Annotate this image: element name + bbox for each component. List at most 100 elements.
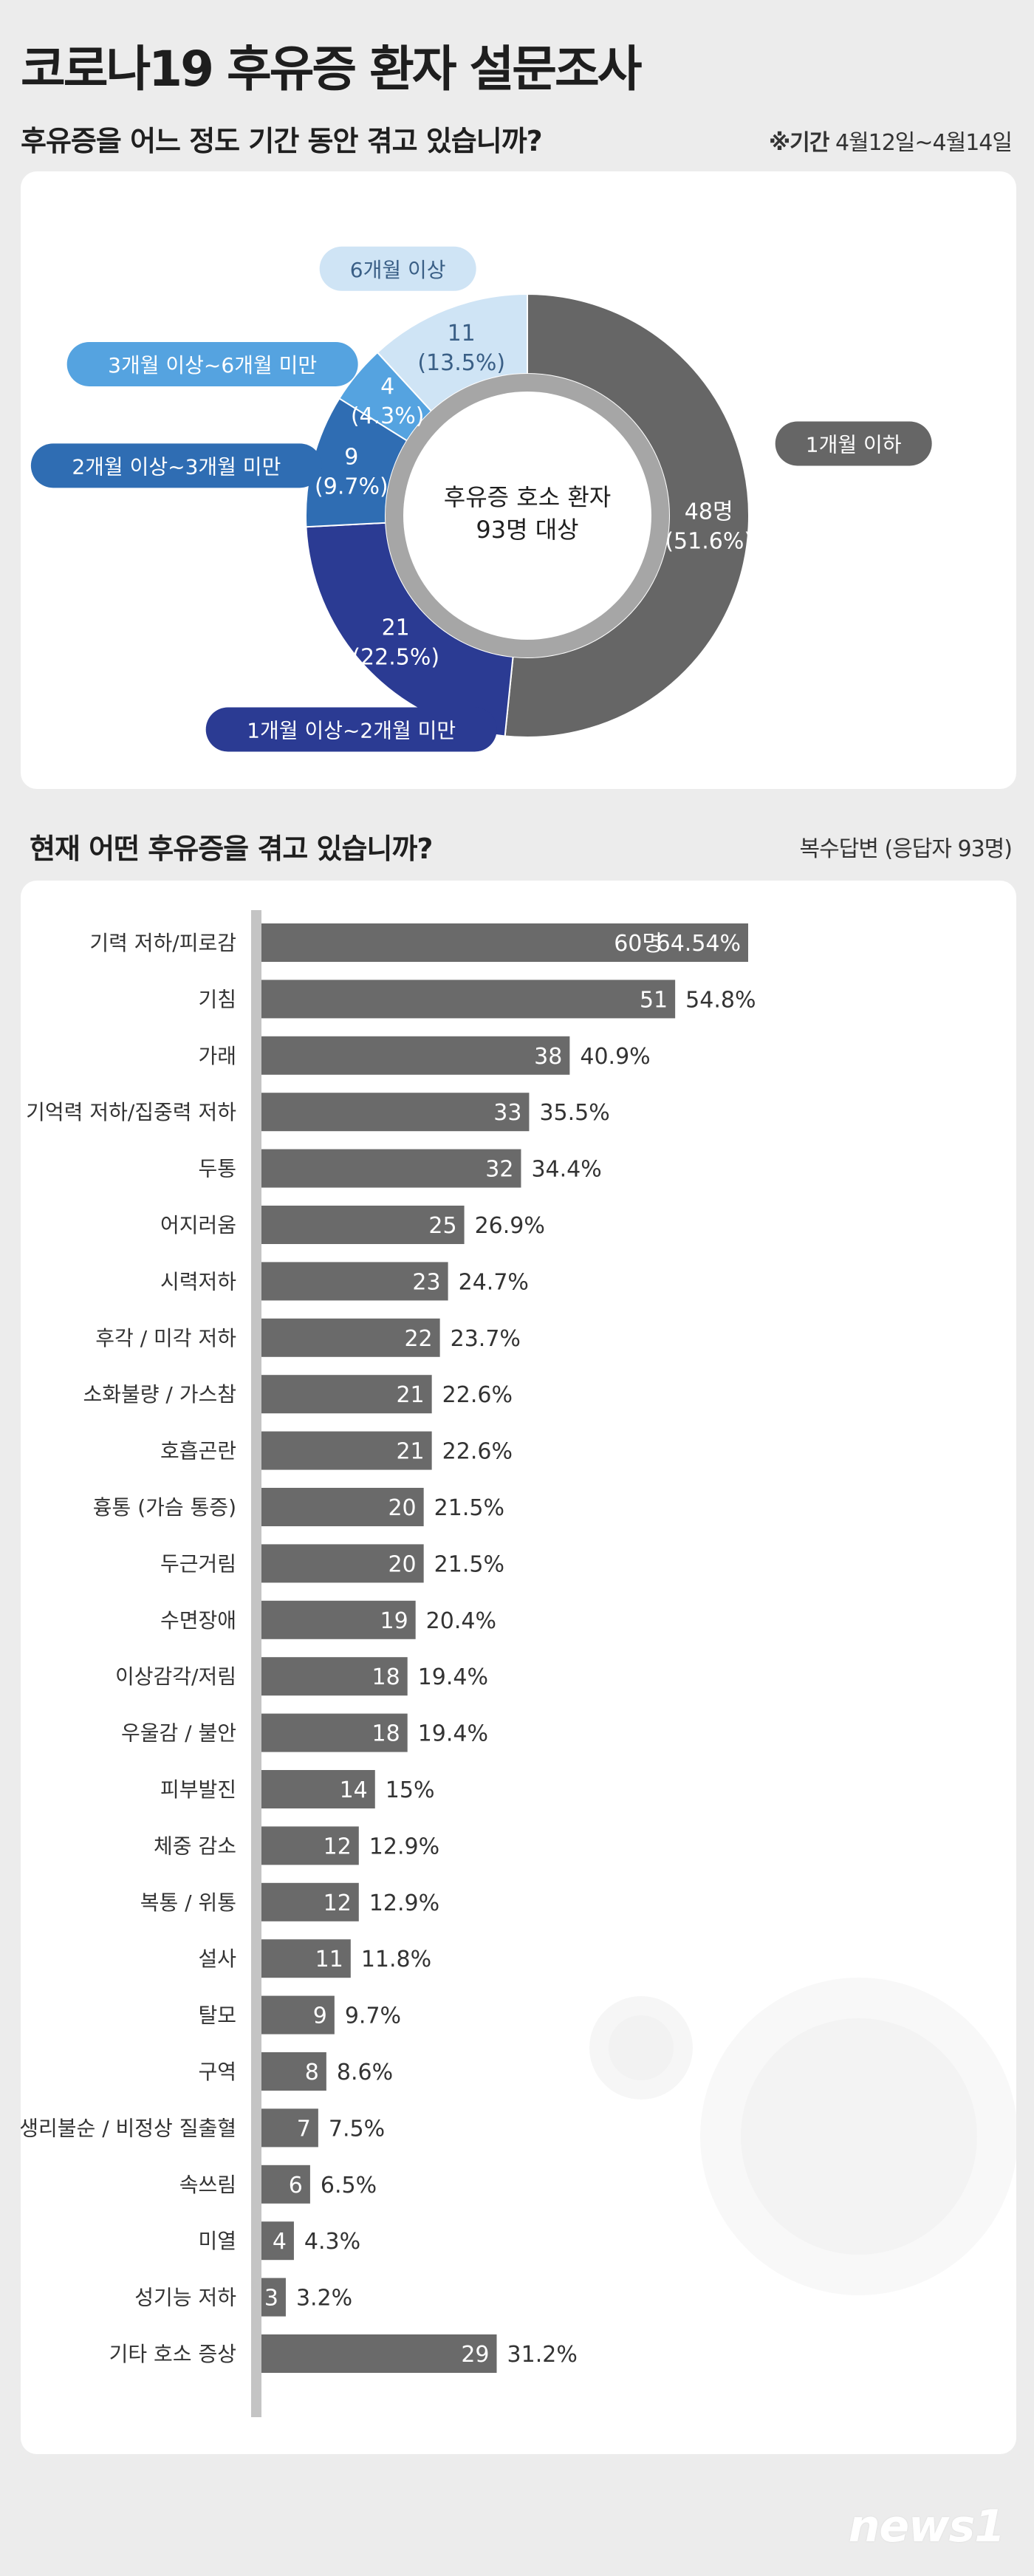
bar-percent-label: 35.5% [539,1100,609,1126]
bar-percent-label: 4.3% [304,2229,360,2255]
bar-percent-label: 40.9% [580,1044,650,1070]
bar-category-label: 소화불량 / 가스참 [83,1382,236,1407]
duration-donut-chart: 후유증 호소 환자 93명 대상 48명 (51.6%) 1개월 이하 21 (22.5… [30,246,932,752]
bar-value-label: 7 [297,2116,311,2142]
donut-category-label: 6개월 이상 [350,258,446,282]
bar-category-label: 두근거림 [160,1551,236,1576]
donut-center-line1: 후유증 호소 환자 [444,483,611,511]
multiple-answer-note: 복수답변 (응답자 93명) [799,836,1013,862]
donut-percent-label: (51.6%) [665,528,753,554]
bar-value-label: 21 [396,1439,424,1465]
bar-category-label: 기타 호소 증상 [109,2342,236,2366]
bar-category-label: 이상감각/저림 [115,1664,236,1689]
bar-value-label: 12 [323,1890,352,1916]
bar-percent-label: 24.7% [459,1269,529,1295]
bar [261,1939,351,1978]
bar [261,1431,432,1470]
bar-value-label: 20 [388,1495,416,1521]
question-duration: 후유증을 어느 정도 기간 동안 겪고 있습니까? [21,125,543,157]
bar-value-label: 14 [340,1777,368,1803]
donut-count-label: 9 [344,444,358,470]
bar-category-label: 우울감 / 불안 [121,1721,236,1746]
bar-value-label: 20 [388,1551,416,1577]
bar-category-label: 기침 [198,987,236,1011]
donut-hole [403,392,651,640]
bar-percent-label: 6.5% [321,2173,377,2199]
bar-category-label: 설사 [198,1947,236,1971]
bar-category-label: 탈모 [198,2003,236,2028]
donut-category-label: 1개월 이하 [806,432,902,457]
bar [261,1149,521,1188]
bar [261,2165,310,2204]
bar-category-label: 수면장애 [160,1608,236,1633]
bar-category-label: 성기능 저하 [134,2286,236,2310]
bar-value-label: 38 [534,1044,562,1070]
bar-percent-label: 11.8% [361,1947,431,1972]
donut-percent-label: (4.3%) [351,403,425,429]
bar-value-label: 6 [289,2173,303,2199]
donut-category-pill [319,246,476,291]
donut-category-label: 1개월 이상~2개월 미만 [247,718,456,742]
bar-value-label: 25 [428,1213,456,1239]
bar-category-label: 기억력 저하/집중력 저하 [26,1100,236,1124]
bar [261,1544,424,1583]
bar-percent-label: 26.9% [475,1213,545,1239]
bar-percent-label: 19.4% [418,1664,488,1690]
donut-count-label: 48명 [685,499,733,525]
bar-category-label: 기력 저하/피로감 [89,931,236,955]
bar-value-label: 18 [372,1664,400,1690]
bar-percent-label: 22.6% [442,1439,513,1465]
donut-category-pill [775,421,932,466]
bar-value-label: 33 [493,1100,521,1126]
symptoms-panel: 기력 저하/피로감 60명 64.54% 기침 51 54.8% 가래 38 40.9% 기억력 … [21,881,1016,2454]
bar-percent-label: 64.54% [657,931,741,957]
bar [261,1036,570,1075]
bar-value-label: 19 [380,1608,408,1634]
bar-category-label: 후각 / 미각 저하 [95,1326,236,1350]
bar-value-label: 32 [485,1157,513,1183]
bar-axis-line [251,910,261,2417]
bar-value-label: 60명 [614,931,662,957]
bar-category-label: 속쓰림 [179,2173,236,2197]
donut-category-pill [30,443,322,488]
donut-count-label: 4 [380,374,394,400]
bar [261,1882,359,1921]
period-value: 4월12일~4월14일 [835,130,1013,156]
bar-value-label: 21 [396,1382,424,1408]
donut-category-label: 2개월 이상~3개월 미만 [72,454,281,479]
bar-category-label: 미열 [198,2229,236,2253]
bar-value-label: 23 [412,1269,440,1295]
bar-value-label: 22 [404,1326,432,1352]
bar-percent-label: 15% [386,1777,435,1803]
donut-center-line2: 93명 대상 [476,516,578,544]
donut-percent-label: (13.5%) [417,350,505,376]
bar-percent-label: 22.6% [442,1382,513,1408]
bar [261,2221,294,2261]
bar [261,1657,408,1696]
donut-percent-label: (22.5%) [352,644,439,670]
period-label: ※기간 [769,130,829,156]
bar-percent-label: 9.7% [345,2003,401,2029]
bar-category-label: 흉통 (가슴 통증) [93,1495,236,1520]
bar-category-label: 두통 [198,1157,236,1181]
bar [261,1770,375,1808]
bar-category-label: 가래 [198,1044,236,1068]
bar [261,2278,286,2317]
bar-category-label: 구역 [198,2060,236,2084]
page-title: 코로나19 후유증 환자 설문조사 [21,41,642,98]
donut-slice [305,522,514,737]
donut-count-label: 21 [382,615,410,640]
bar-percent-label: 20.4% [426,1608,496,1634]
bar [261,1206,465,1244]
bar [261,1995,335,2035]
bar [261,923,748,962]
bar [261,1600,416,1639]
bar [261,1826,359,1865]
bar-value-label: 8 [305,2060,319,2085]
bar [261,1093,530,1132]
bar-category-label: 호흡곤란 [160,1439,236,1463]
bar-percent-label: 7.5% [329,2116,385,2142]
bar-percent-label: 3.2% [296,2286,352,2312]
bar [261,1262,448,1301]
